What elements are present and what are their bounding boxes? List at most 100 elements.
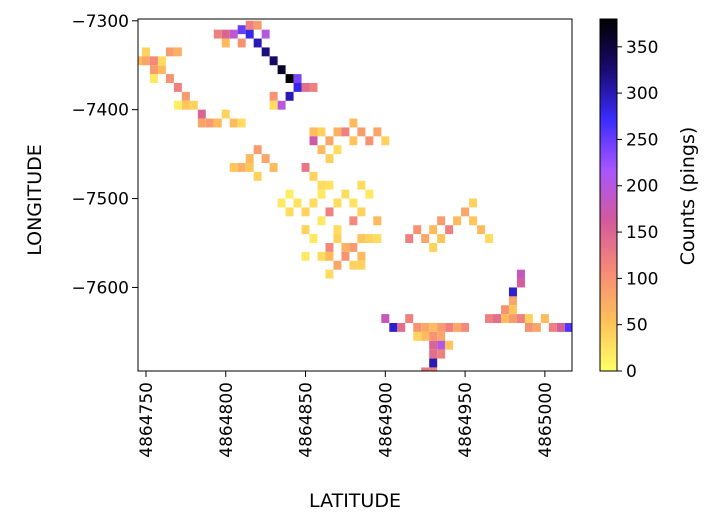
- heatmap-cell: [301, 225, 310, 235]
- heatmap-cell: [445, 323, 454, 332]
- x-tick-label: 4864750: [137, 382, 157, 458]
- heatmap-cell: [365, 234, 374, 243]
- heatmap-cell: [317, 127, 326, 137]
- heatmap-cell: [221, 38, 230, 48]
- heatmap-cell: [429, 367, 438, 371]
- x-tick-label: 4865000: [536, 382, 556, 458]
- heatmap-cells: [138, 20, 572, 371]
- heatmap-cell: [493, 314, 501, 323]
- y-tick-label: −7500: [71, 190, 129, 210]
- heatmap-cell: [213, 118, 222, 128]
- heatmap-cell: [445, 225, 454, 235]
- colorbar-tick-label: 0: [626, 362, 637, 382]
- heatmap-cell: [429, 323, 438, 332]
- heatmap-cell: [477, 225, 486, 235]
- heatmap-cell: [357, 180, 366, 190]
- heatmap-cell: [341, 189, 350, 199]
- heatmap-cell: [157, 56, 166, 66]
- heatmap-cell: [165, 47, 174, 57]
- x-tick-label: 4864850: [297, 382, 317, 458]
- heatmap-cell: [532, 323, 541, 332]
- heatmap-cell: [437, 234, 446, 243]
- y-tick-label: −7400: [71, 101, 129, 121]
- colorbar-ticks: 0 50 100 150 200 250 300 350: [617, 38, 658, 382]
- heatmap-cell: [261, 154, 270, 163]
- heatmap-cell: [333, 260, 342, 270]
- heatmap-cell: [508, 296, 517, 306]
- heatmap-cell: [309, 171, 318, 181]
- heatmap-cell: [429, 340, 438, 350]
- heatmap-cell: [277, 65, 286, 75]
- heatmap-cell: [237, 118, 246, 128]
- heatmap-cell: [269, 163, 278, 172]
- heatmap-cell: [516, 278, 525, 288]
- heatmap-cell: [548, 323, 557, 332]
- heatmap-cell: [437, 216, 446, 226]
- heatmap-cell: [293, 198, 302, 208]
- heatmap-cell: [253, 38, 262, 48]
- heatmap-cell: [157, 65, 166, 75]
- heatmap-cell: [333, 127, 342, 137]
- heatmap-cell: [325, 269, 334, 279]
- heatmap-cell: [405, 314, 414, 323]
- heatmap-cell: [333, 225, 342, 235]
- heatmap-cell: [349, 260, 358, 270]
- heatmap-cell: [461, 323, 470, 332]
- heatmap-cell: [349, 243, 358, 252]
- heatmap-cell: [293, 83, 302, 92]
- heatmap-cell: [325, 251, 334, 261]
- heatmap-cell: [453, 216, 462, 226]
- heatmap-cell: [413, 323, 422, 332]
- heatmap-cell: [309, 136, 318, 146]
- heatmap-cell: [405, 234, 414, 243]
- heatmap-cell: [277, 198, 286, 208]
- heatmap-cell: [564, 323, 572, 332]
- x-tick-label: 4864800: [217, 382, 237, 458]
- heatmap-cell: [373, 216, 382, 226]
- heatmap-cell: [437, 349, 446, 359]
- heatmap-cell: [524, 314, 533, 323]
- heatmap-cell: [285, 189, 294, 199]
- heatmap-cell: [500, 305, 509, 315]
- heatmap-cell: [317, 251, 326, 261]
- heatmap-cell: [301, 83, 310, 92]
- heatmap-cell: [301, 207, 310, 217]
- heatmap-cell: [341, 127, 350, 137]
- heatmap-cell: [173, 83, 182, 92]
- plot-frame: [137, 18, 573, 372]
- heatmap-cell: [349, 198, 358, 208]
- heatmap-cell: [229, 29, 238, 39]
- x-axis-ticks: 4864750 4864800 4864850 4864900 4864950 48650…: [137, 371, 556, 458]
- heatmap-cell: [469, 216, 478, 226]
- heatmap-cell: [253, 20, 262, 30]
- heatmap-cell: [421, 234, 430, 243]
- y-tick-label: −7300: [71, 12, 129, 32]
- heatmap-cell: [173, 100, 182, 110]
- heatmap-cell: [397, 323, 406, 332]
- heatmap-cell: [437, 331, 446, 341]
- x-tick-label: 4864950: [456, 382, 476, 458]
- heatmap-cell: [138, 56, 142, 66]
- heatmap-cell: [357, 207, 366, 217]
- heatmap-cell: [149, 74, 158, 83]
- y-tick-label: −7600: [71, 278, 129, 298]
- heatmap-cell: [165, 74, 174, 83]
- heatmap-cell: [453, 323, 462, 332]
- heatmap-cell: [229, 118, 238, 128]
- heatmap-cell: [253, 171, 262, 181]
- heatmap-cell: [181, 91, 190, 101]
- heatmap-cell: [556, 323, 565, 332]
- heatmap-cell: [197, 109, 206, 119]
- heatmap-cell: [333, 198, 342, 208]
- heatmap-cell: [221, 109, 230, 119]
- heatmap-cell: [429, 225, 438, 235]
- heatmap-cell: [269, 100, 278, 110]
- heatmap-cell: [429, 331, 438, 341]
- colorbar-label: Counts (pings): [677, 127, 699, 266]
- heatmap-cell: [285, 74, 294, 83]
- heatmap-cell: [325, 180, 334, 190]
- heatmap-cell: [349, 216, 358, 226]
- heatmap-cell: [540, 314, 549, 323]
- heatmap-cell: [213, 29, 222, 39]
